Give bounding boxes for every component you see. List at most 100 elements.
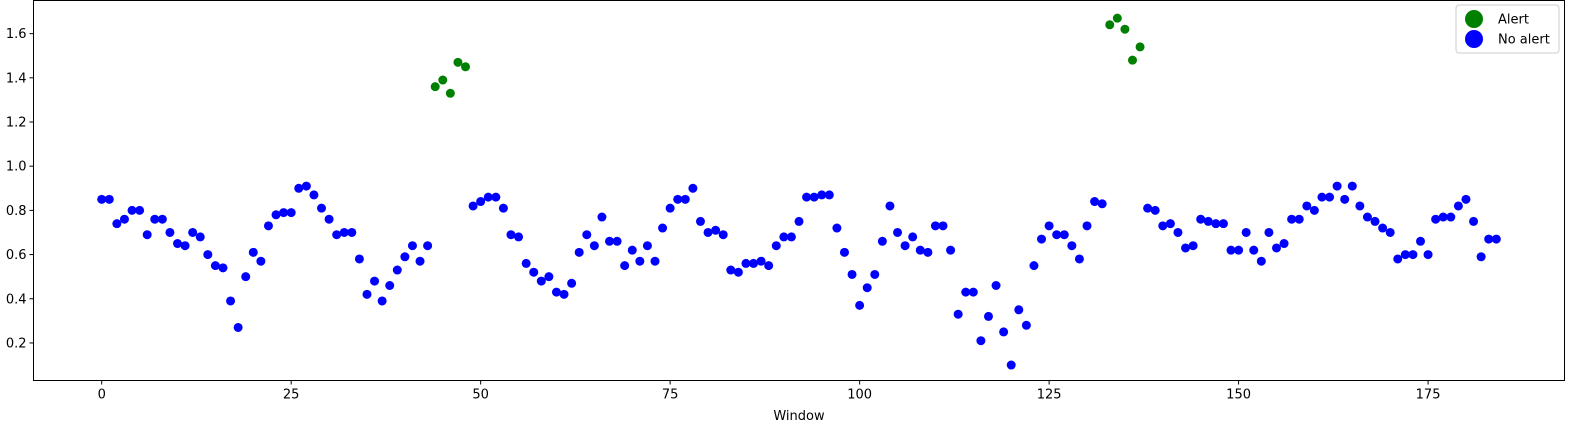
data-point — [1135, 42, 1145, 52]
data-point — [286, 208, 296, 218]
data-point — [180, 241, 190, 251]
legend-marker-no-alert — [1465, 30, 1483, 48]
data-point — [544, 272, 554, 282]
data-point — [605, 236, 615, 246]
data-point — [741, 258, 751, 268]
data-point — [241, 272, 251, 282]
x-tick-label: 50 — [472, 388, 489, 403]
x-tick-label: 175 — [1416, 388, 1441, 403]
data-point — [1325, 192, 1335, 202]
data-point — [536, 276, 546, 286]
data-point — [1484, 234, 1494, 244]
data-point — [127, 205, 137, 215]
data-point — [1271, 243, 1281, 253]
y-tick-label: 0.4 — [6, 292, 27, 307]
data-point — [938, 221, 948, 231]
series-no-alert — [97, 181, 1501, 370]
data-point — [817, 190, 827, 200]
data-point — [453, 57, 463, 67]
data-point — [1074, 254, 1084, 264]
data-point — [1234, 245, 1244, 255]
x-tick-label: 25 — [283, 388, 300, 403]
data-point — [1082, 221, 1092, 231]
data-point — [407, 241, 417, 251]
data-point — [771, 241, 781, 251]
data-point — [461, 62, 471, 72]
data-point — [567, 278, 577, 288]
data-point — [1469, 216, 1479, 226]
data-point — [1347, 181, 1357, 191]
data-point — [347, 227, 357, 237]
data-point — [1165, 219, 1175, 229]
data-point — [802, 192, 812, 202]
data-point — [226, 296, 236, 306]
data-point — [483, 192, 493, 202]
data-point — [142, 230, 152, 240]
x-axis-label: Window — [773, 409, 825, 424]
data-point — [498, 203, 508, 213]
data-point — [1097, 199, 1107, 209]
data-point — [1355, 201, 1365, 211]
data-point — [370, 276, 380, 286]
data-point — [1309, 205, 1319, 215]
data-point — [589, 241, 599, 251]
data-point — [1461, 194, 1471, 204]
x-tick-label: 150 — [1226, 388, 1251, 403]
data-point — [855, 300, 865, 310]
x-tick-label: 100 — [847, 388, 872, 403]
data-point — [612, 236, 622, 246]
y-tick-label: 1.0 — [6, 160, 27, 175]
x-tick-label: 75 — [662, 388, 679, 403]
data-point — [339, 227, 349, 237]
data-point — [1226, 245, 1236, 255]
data-point — [1256, 256, 1266, 266]
y-tick-label: 1.2 — [6, 116, 27, 131]
data-point — [1120, 24, 1130, 34]
data-point — [377, 296, 387, 306]
data-point — [839, 247, 849, 257]
data-point — [1112, 13, 1122, 23]
data-point — [1029, 261, 1039, 271]
data-point — [908, 232, 918, 242]
data-point — [218, 263, 228, 273]
data-point — [1218, 219, 1228, 229]
data-point — [385, 281, 395, 290]
data-point — [514, 232, 524, 242]
data-point — [756, 256, 766, 266]
data-point — [862, 283, 872, 293]
data-point — [1158, 221, 1168, 231]
data-point — [1370, 216, 1380, 226]
data-point — [1203, 216, 1213, 226]
y-tick-label: 0.6 — [6, 248, 27, 263]
y-tick-label: 1.6 — [6, 27, 27, 42]
data-point — [991, 281, 1001, 290]
data-point — [529, 267, 539, 277]
data-point — [999, 327, 1009, 337]
data-point — [1037, 234, 1047, 244]
x-tick-label: 0 — [98, 388, 106, 403]
data-point — [188, 227, 198, 237]
data-point — [1127, 55, 1137, 65]
data-point — [1302, 201, 1312, 211]
y-tick-label: 1.4 — [6, 71, 27, 86]
data-point — [953, 309, 963, 319]
y-tick-label: 0.8 — [6, 204, 27, 219]
data-point — [1052, 230, 1062, 240]
legend-label-alert: Alert — [1498, 13, 1529, 28]
data-point — [392, 265, 402, 275]
y-axis: 0.2 0.4 0.6 0.8 1.0 1.2 1.4 1.6 — [6, 27, 34, 351]
data-point — [786, 232, 796, 242]
data-point — [809, 192, 819, 202]
data-point — [112, 219, 122, 229]
data-point — [673, 194, 683, 204]
data-point — [400, 252, 410, 262]
data-point — [1249, 245, 1259, 255]
data-point — [893, 227, 903, 237]
data-point — [362, 289, 372, 299]
data-point — [324, 214, 334, 224]
data-point — [688, 183, 698, 193]
data-point — [97, 194, 107, 204]
data-point — [1476, 252, 1486, 262]
data-point — [1188, 241, 1198, 251]
